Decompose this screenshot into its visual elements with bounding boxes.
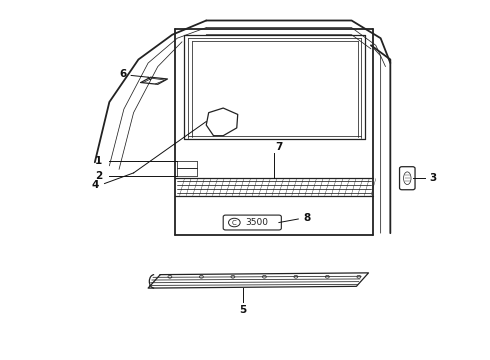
Text: 2: 2 [95,171,102,181]
Text: 6: 6 [119,69,126,79]
Text: 1: 1 [95,156,102,166]
Text: 3: 3 [430,173,437,183]
Text: 4: 4 [91,180,98,190]
Text: 7: 7 [275,141,283,152]
Text: 5: 5 [239,305,246,315]
Text: 3500: 3500 [245,218,269,227]
FancyBboxPatch shape [399,167,415,190]
FancyBboxPatch shape [223,215,281,230]
Text: C: C [232,220,237,225]
Text: 8: 8 [303,213,310,223]
